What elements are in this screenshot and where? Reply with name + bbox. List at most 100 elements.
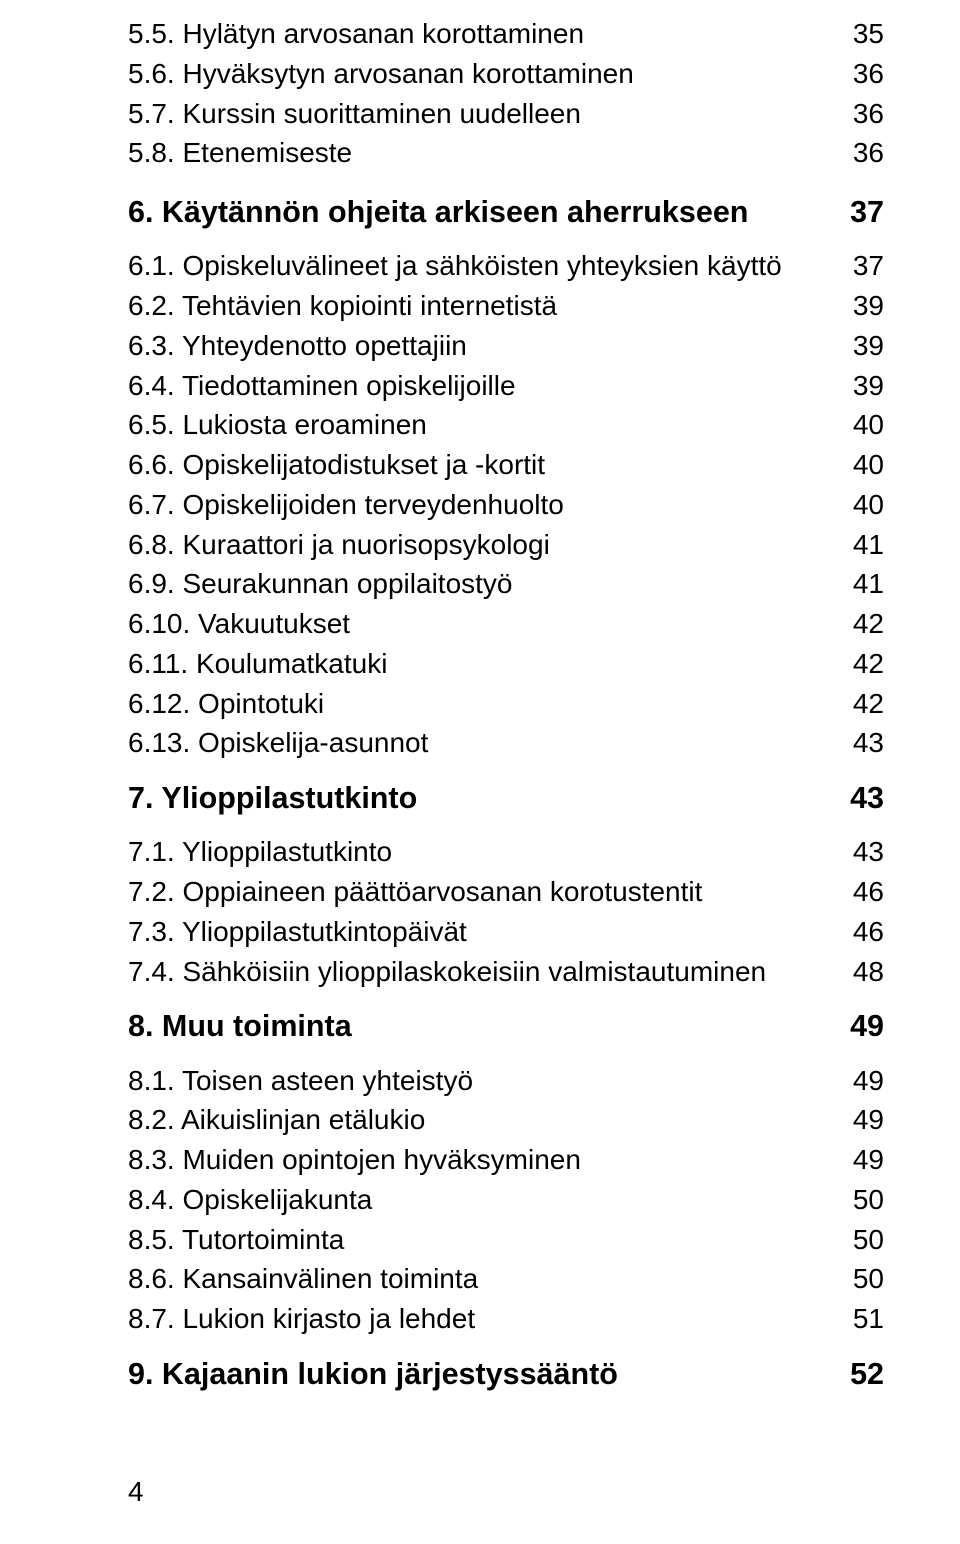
toc-sub-page: 51 bbox=[853, 1299, 884, 1339]
toc-sub-row[interactable]: 7.4. Sähköisiin ylioppilaskokeisiin valm… bbox=[128, 952, 884, 992]
toc-sub-label: 5.5. Hylätyn arvosanan korottaminen bbox=[128, 14, 584, 54]
toc-chapter-row[interactable]: 6. Käytännön ohjeita arkiseen aherruksee… bbox=[128, 191, 884, 234]
toc-sub-row[interactable]: 5.7. Kurssin suorittaminen uudelleen36 bbox=[128, 94, 884, 134]
toc-sub-row[interactable]: 6.10. Vakuutukset 42 bbox=[128, 604, 884, 644]
toc-sub-row[interactable]: 8.6. Kansainvälinen toiminta50 bbox=[128, 1259, 884, 1299]
toc-sub-label: 6.8. Kuraattori ja nuorisopsykologi bbox=[128, 525, 550, 565]
toc-sub-row[interactable]: 8.4. Opiskelijakunta50 bbox=[128, 1180, 884, 1220]
toc-sub-label: 6.1. Opiskeluvälineet ja sähköisten yhte… bbox=[128, 246, 782, 286]
toc-sub-row[interactable]: 6.13. Opiskelija-asunnot 43 bbox=[128, 723, 884, 763]
toc-sub-label: 6.5. Lukiosta eroaminen bbox=[128, 405, 427, 445]
toc-chapter-row[interactable]: 9. Kajaanin lukion järjestyssääntö 52 bbox=[128, 1353, 884, 1396]
toc-sub-label: 6.6. Opiskelijatodistukset ja -kortit bbox=[128, 445, 545, 485]
toc-sub-label: 8.5. Tutortoiminta bbox=[128, 1220, 344, 1260]
toc-chapter-label: 7. Ylioppilastutkinto bbox=[128, 777, 417, 820]
toc-root: 5.5. Hylätyn arvosanan korottaminen355.6… bbox=[128, 14, 884, 1396]
toc-chapter-label: 6. Käytännön ohjeita arkiseen aherruksee… bbox=[128, 191, 748, 234]
toc-sub-label: 8.4. Opiskelijakunta bbox=[128, 1180, 372, 1220]
toc-sub-page: 39 bbox=[853, 326, 884, 366]
toc-sub-page: 43 bbox=[853, 723, 884, 763]
toc-sub-page: 41 bbox=[853, 525, 884, 565]
toc-sub-page: 42 bbox=[853, 684, 884, 724]
toc-sub-page: 46 bbox=[853, 912, 884, 952]
toc-sub-group: 8.1. Toisen asteen yhteistyö498.2. Aikui… bbox=[128, 1061, 884, 1339]
toc-sub-row[interactable]: 6.12. Opintotuki 42 bbox=[128, 684, 884, 724]
toc-sub-row[interactable]: 5.5. Hylätyn arvosanan korottaminen 35 bbox=[128, 14, 884, 54]
toc-chapter: 9. Kajaanin lukion järjestyssääntö 52 bbox=[128, 1353, 884, 1396]
toc-chapter-page: 49 bbox=[850, 1005, 884, 1048]
toc-sub-page: 37 bbox=[853, 246, 884, 286]
toc-sub-label: 5.6. Hyväksytyn arvosanan korottaminen bbox=[128, 54, 634, 94]
toc-sub-row[interactable]: 7.1. Ylioppilastutkinto 43 bbox=[128, 832, 884, 872]
toc-sub-row[interactable]: 6.1. Opiskeluvälineet ja sähköisten yhte… bbox=[128, 246, 884, 286]
toc-sub-row[interactable]: 7.3. Ylioppilastutkintopäivät 46 bbox=[128, 912, 884, 952]
toc-sub-row[interactable]: 6.4. Tiedottaminen opiskelijoille 39 bbox=[128, 366, 884, 406]
toc-chapter: 7. Ylioppilastutkinto 43 bbox=[128, 777, 884, 820]
toc-chapter-label: 8. Muu toiminta bbox=[128, 1005, 352, 1048]
toc-sub-label: 6.13. Opiskelija-asunnot bbox=[128, 723, 428, 763]
toc-chapter-page: 43 bbox=[850, 777, 884, 820]
toc-chapter-label: 9. Kajaanin lukion järjestyssääntö bbox=[128, 1353, 618, 1396]
toc-sub-row[interactable]: 8.5. Tutortoiminta 50 bbox=[128, 1220, 884, 1260]
toc-sub-label: 5.8. Etenemiseste bbox=[128, 133, 352, 173]
toc-sub-label: 6.11. Koulumatkatuki bbox=[128, 644, 387, 684]
toc-sub-row[interactable]: 6.6. Opiskelijatodistukset ja -kortit 40 bbox=[128, 445, 884, 485]
toc-sub-page: 50 bbox=[853, 1220, 884, 1260]
toc-sub-row[interactable]: 6.7. Opiskelijoiden terveydenhuolto 40 bbox=[128, 485, 884, 525]
toc-sub-row[interactable]: 6.11. Koulumatkatuki 42 bbox=[128, 644, 884, 684]
toc-chapter-row[interactable]: 8. Muu toiminta 49 bbox=[128, 1005, 884, 1048]
toc-sub-row[interactable]: 8.2. Aikuislinjan etälukio 49 bbox=[128, 1100, 884, 1140]
toc-sub-row[interactable]: 6.2. Tehtävien kopiointi internetistä 39 bbox=[128, 286, 884, 326]
toc-chapter-row[interactable]: 7. Ylioppilastutkinto 43 bbox=[128, 777, 884, 820]
toc-sub-row[interactable]: 8.7. Lukion kirjasto ja lehdet51 bbox=[128, 1299, 884, 1339]
toc-sub-page: 39 bbox=[853, 366, 884, 406]
toc-sub-page: 49 bbox=[853, 1100, 884, 1140]
toc-sub-row[interactable]: 6.9. Seurakunnan oppilaitostyö41 bbox=[128, 564, 884, 604]
toc-sub-label: 6.3. Yhteydenotto opettajiin bbox=[128, 326, 467, 366]
toc-sub-label: 7.1. Ylioppilastutkinto bbox=[128, 832, 392, 872]
toc-sub-label: 6.2. Tehtävien kopiointi internetistä bbox=[128, 286, 557, 326]
toc-sub-page: 36 bbox=[853, 94, 884, 134]
toc-sub-row[interactable]: 6.5. Lukiosta eroaminen 40 bbox=[128, 405, 884, 445]
toc-sub-page: 48 bbox=[853, 952, 884, 992]
toc-sub-group: 7.1. Ylioppilastutkinto 43 7.2. Oppiaineen… bbox=[128, 832, 884, 991]
toc-sub-page: 49 bbox=[853, 1140, 884, 1180]
toc-sub-label: 8.1. Toisen asteen yhteistyö bbox=[128, 1061, 473, 1101]
toc-sub-label: 8.3. Muiden opintojen hyväksyminen bbox=[128, 1140, 581, 1180]
toc-sub-page: 40 bbox=[853, 405, 884, 445]
toc-sub-page: 42 bbox=[853, 604, 884, 644]
toc-sub-label: 6.7. Opiskelijoiden terveydenhuolto bbox=[128, 485, 564, 525]
toc-sub-page: 36 bbox=[853, 54, 884, 94]
toc-sub-page: 40 bbox=[853, 445, 884, 485]
toc-sub-group: 5.5. Hylätyn arvosanan korottaminen355.6… bbox=[128, 14, 884, 173]
toc-sub-page: 50 bbox=[853, 1259, 884, 1299]
toc-sub-row[interactable]: 5.6. Hyväksytyn arvosanan korottaminen 36 bbox=[128, 54, 884, 94]
toc-sub-label: 6.9. Seurakunnan oppilaitostyö bbox=[128, 564, 513, 604]
toc-sub-label: 7.2. Oppiaineen päättöarvosanan korotust… bbox=[128, 872, 702, 912]
toc-sub-label: 6.10. Vakuutukset bbox=[128, 604, 350, 644]
toc-sub-label: 7.3. Ylioppilastutkintopäivät bbox=[128, 912, 467, 952]
toc-sub-row[interactable]: 6.3. Yhteydenotto opettajiin 39 bbox=[128, 326, 884, 366]
toc-page: 5.5. Hylätyn arvosanan korottaminen355.6… bbox=[0, 0, 960, 1544]
toc-sub-row[interactable]: 7.2. Oppiaineen päättöarvosanan korotust… bbox=[128, 872, 884, 912]
toc-chapter-page: 52 bbox=[850, 1353, 884, 1396]
toc-sub-page: 35 bbox=[853, 14, 884, 54]
page-number: 4 bbox=[128, 1476, 144, 1508]
toc-sub-label: 6.12. Opintotuki bbox=[128, 684, 324, 724]
toc-sub-row[interactable]: 8.1. Toisen asteen yhteistyö 49 bbox=[128, 1061, 884, 1101]
toc-sub-row[interactable]: 5.8. Etenemiseste 36 bbox=[128, 133, 884, 173]
toc-chapter-page: 37 bbox=[850, 191, 884, 234]
toc-sub-row[interactable]: 8.3. Muiden opintojen hyväksyminen 49 bbox=[128, 1140, 884, 1180]
toc-sub-page: 39 bbox=[853, 286, 884, 326]
toc-sub-page: 43 bbox=[853, 832, 884, 872]
toc-sub-row[interactable]: 6.8. Kuraattori ja nuorisopsykologi 41 bbox=[128, 525, 884, 565]
toc-sub-page: 40 bbox=[853, 485, 884, 525]
toc-chapter: 8. Muu toiminta 49 bbox=[128, 1005, 884, 1048]
toc-sub-label: 7.4. Sähköisiin ylioppilaskokeisiin valm… bbox=[128, 952, 766, 992]
toc-sub-page: 42 bbox=[853, 644, 884, 684]
toc-sub-label: 8.2. Aikuislinjan etälukio bbox=[128, 1100, 425, 1140]
toc-sub-page: 46 bbox=[853, 872, 884, 912]
toc-sub-page: 49 bbox=[853, 1061, 884, 1101]
toc-sub-page: 36 bbox=[853, 133, 884, 173]
toc-sub-label: 6.4. Tiedottaminen opiskelijoille bbox=[128, 366, 516, 406]
